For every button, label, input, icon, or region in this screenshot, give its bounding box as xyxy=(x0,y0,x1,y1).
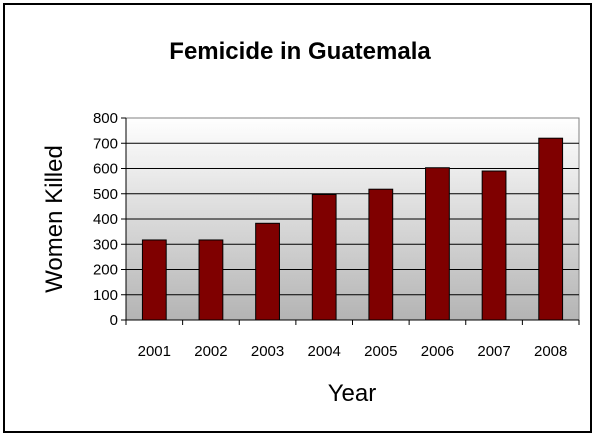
y-tick-label: 700 xyxy=(93,135,118,152)
x-tick-labels: 2001 2002 2003 2004 2005 2006 2007 2008 xyxy=(125,320,580,360)
x-tick-label: 2006 xyxy=(421,343,454,360)
x-axis-label: Year xyxy=(328,380,377,407)
y-tick-label: 800 xyxy=(93,110,118,127)
y-tick-label: 100 xyxy=(93,287,118,304)
x-tick-label: 2003 xyxy=(251,343,284,360)
bar-2001 xyxy=(141,239,167,321)
bars xyxy=(141,137,564,321)
y-tick-label: 200 xyxy=(93,262,118,279)
x-tick-label: 2005 xyxy=(364,343,397,360)
chart-title: Femicide in Guatemala xyxy=(169,38,431,65)
bar-2008 xyxy=(538,137,564,321)
y-tick-label: 400 xyxy=(93,211,118,228)
y-tick-label: 600 xyxy=(93,161,118,178)
bar-2002 xyxy=(198,239,224,321)
x-tick-label: 2002 xyxy=(194,343,227,360)
bar-2005 xyxy=(368,188,394,321)
y-tick-label: 300 xyxy=(93,236,118,253)
bar-2003 xyxy=(255,222,280,321)
x-tick-label: 2004 xyxy=(308,343,341,360)
x-tick-label: 2001 xyxy=(138,343,171,360)
bar-2006 xyxy=(425,167,450,321)
y-tick-label: 500 xyxy=(93,186,118,203)
bar-2007 xyxy=(481,170,507,321)
y-axis-label: Women Killed xyxy=(41,145,68,293)
x-tick-label: 2007 xyxy=(477,343,510,360)
y-tick-labels: 0 100 200 300 400 500 600 700 800 xyxy=(93,110,126,329)
x-tick-label: 2008 xyxy=(534,343,567,360)
bar-2004 xyxy=(311,194,337,321)
y-tick-label: 0 xyxy=(110,312,118,329)
